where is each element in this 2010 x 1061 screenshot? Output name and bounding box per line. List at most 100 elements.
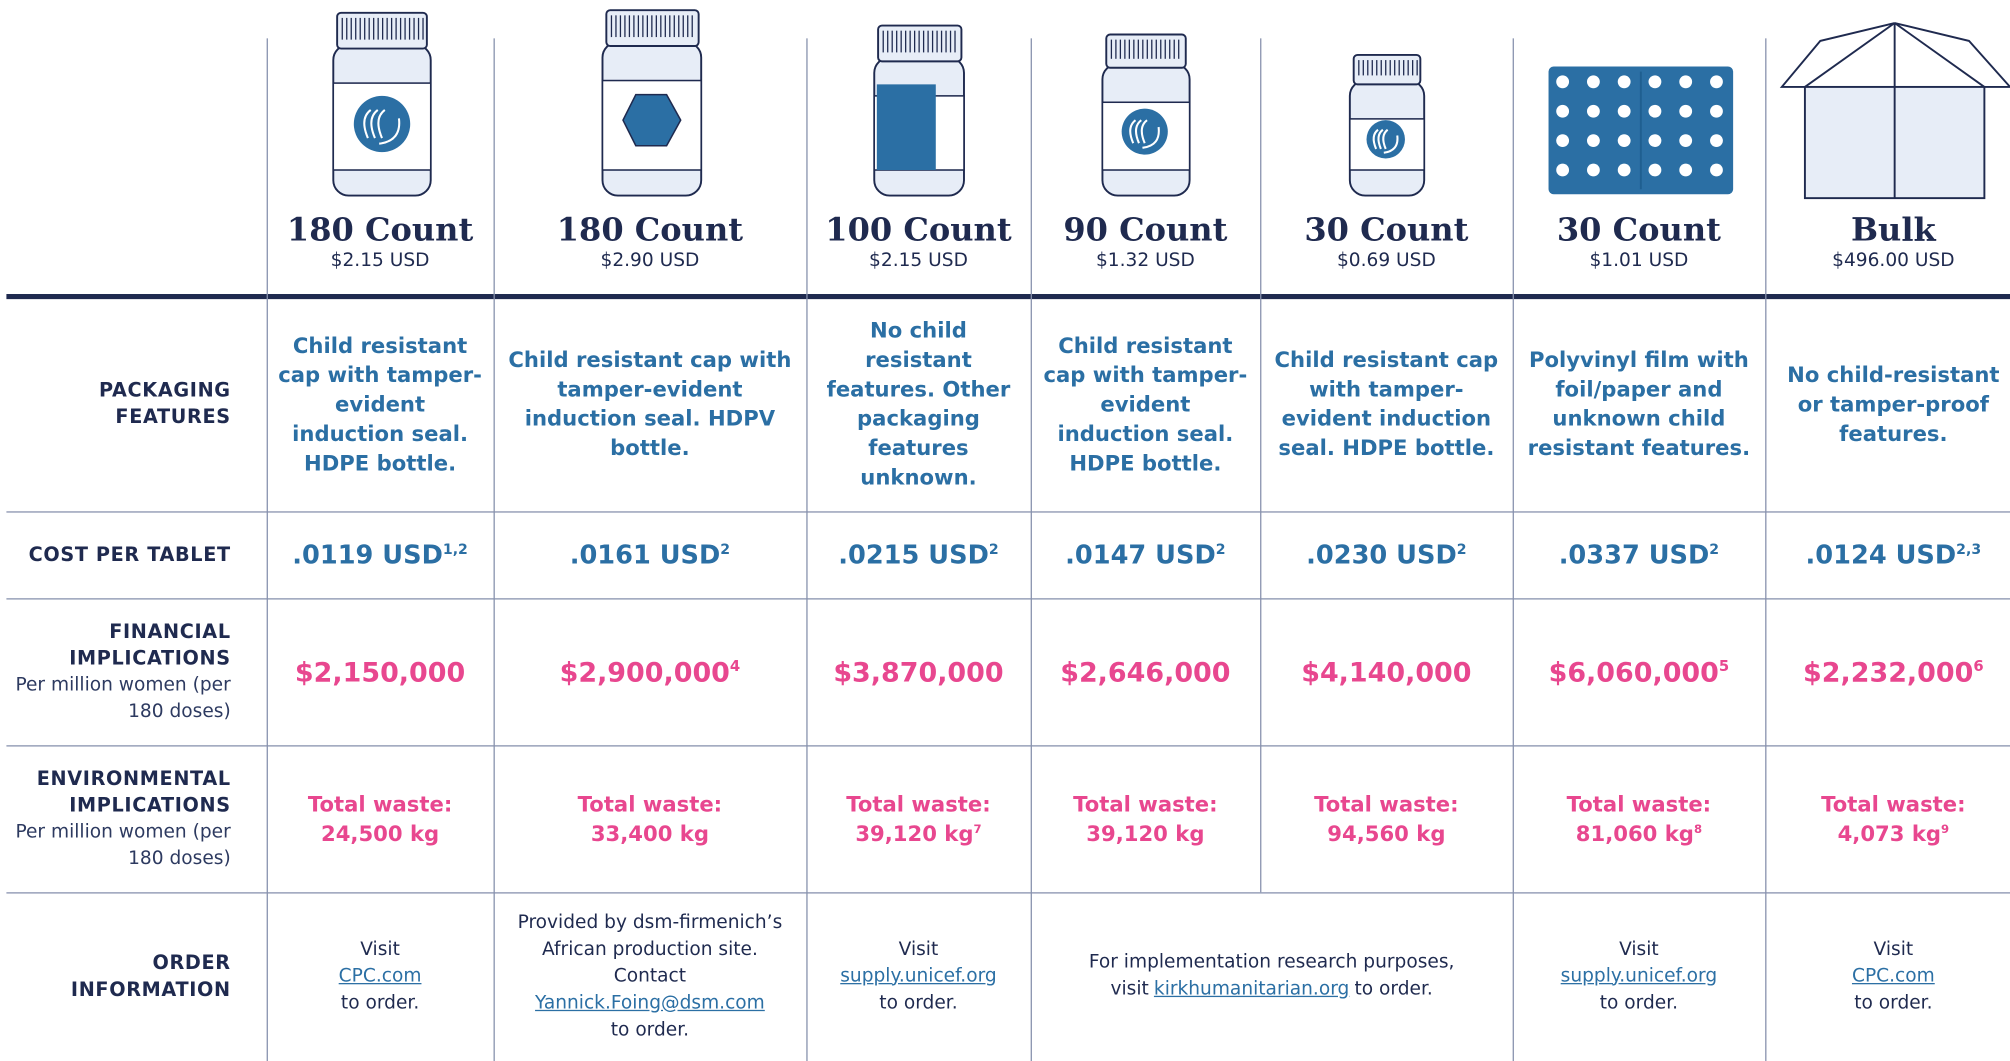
product-title: Bulk: [1765, 211, 2010, 248]
product-title: 180 Count: [267, 211, 494, 248]
footnote: 9: [1941, 823, 1949, 836]
packaging-text: Child resistant cap with tamper-evident …: [1260, 345, 1513, 463]
order-text: Provided by dsm-firmenich’s African prod…: [494, 910, 807, 1044]
value: $2,150,000: [295, 656, 465, 687]
order-before: Visit: [1852, 936, 1935, 963]
cost-cell-value: .0119 USD1,2: [292, 539, 468, 570]
product-price: $1.01 USD: [1513, 251, 1766, 271]
waste-value: 81,060 kg8: [1567, 819, 1711, 848]
packaging-text: Child resistant cap with tamper-evident …: [494, 345, 807, 463]
column-header: 30 Count $0.69 USD: [1260, 211, 1513, 271]
footnote: 2: [989, 541, 999, 558]
icon-part: [1556, 164, 1569, 177]
product-icon: [1102, 35, 1189, 196]
packaging-cell: No child-resistant or tamper-proof featu…: [1765, 297, 2010, 512]
value: $2,232,000: [1803, 656, 1973, 687]
icon-part: [1587, 105, 1600, 118]
footnote: 1,2: [443, 541, 468, 558]
waste-value: 4,073 kg9: [1821, 819, 1965, 848]
order-link[interactable]: CPC.com: [1852, 963, 1935, 990]
financial-cell-value: $2,150,000: [295, 656, 465, 687]
order-after: to order.: [506, 1017, 793, 1044]
order-after: to order.: [840, 990, 996, 1017]
product-price: $0.69 USD: [1260, 251, 1513, 271]
product-title: 30 Count: [1513, 211, 1766, 248]
footnote: 2: [1709, 541, 1719, 558]
row-label-title: COST PER TABLET: [29, 541, 231, 568]
order-link[interactable]: supply.unicef.org: [840, 963, 996, 990]
financial-cell: $2,150,000: [267, 598, 494, 745]
cost-cell: .0147 USD2: [1031, 511, 1260, 598]
product-title: 30 Count: [1260, 211, 1513, 248]
product-icon: [874, 26, 964, 196]
packaging-text: Polyvinyl film with foil/paper and unkno…: [1513, 345, 1766, 463]
order-link[interactable]: kirkhumanitarian.org: [1154, 979, 1349, 999]
waste: Total waste:24,500 kg: [308, 789, 452, 848]
product-icon: [1549, 66, 1734, 194]
packaging-text: Child resistant cap with tamper-evident …: [1031, 330, 1260, 477]
cost-cell: .0230 USD2: [1260, 511, 1513, 598]
icon-part: [1710, 75, 1723, 88]
row-label-subtitle: Per million women (per 180 doses): [0, 819, 231, 873]
order-after: to order.: [1354, 979, 1432, 999]
icon-part: [1618, 75, 1631, 88]
product-title: 100 Count: [806, 211, 1030, 248]
icon-part: [1679, 164, 1692, 177]
icon-part: [1649, 134, 1662, 147]
icon-part: [1556, 105, 1569, 118]
financial-cell-value: $6,060,0005: [1549, 656, 1730, 687]
value: .0124 USD: [1806, 539, 1957, 570]
financial-cell-value: $3,870,000: [833, 656, 1003, 687]
packaging-text: No child-resistant or tamper-proof featu…: [1765, 360, 2010, 448]
waste: Total waste:4,073 kg9: [1821, 789, 1965, 848]
waste-label: Total waste:: [1567, 789, 1711, 818]
row-label-title: ORDER INFORMATION: [0, 950, 231, 1004]
financial-cell-value: $2,232,0006: [1803, 656, 1984, 687]
cost-cell-value: .0161 USD2: [570, 539, 730, 570]
icon-part: [1679, 105, 1692, 118]
value: 33,400 kg: [591, 821, 709, 845]
value: $2,900,000: [560, 656, 730, 687]
cost-cell-value: .0337 USD2: [1559, 539, 1719, 570]
column-header: 180 Count$2.90 USD: [494, 211, 807, 271]
product-icon: [1350, 55, 1424, 196]
order-after: to order.: [339, 990, 422, 1017]
packaging-text: Child resistant cap with tamper-evident …: [267, 330, 494, 477]
cost-cell: .0337 USD2: [1513, 511, 1766, 598]
product-icon: [602, 10, 701, 195]
order-link[interactable]: supply.unicef.org: [1561, 963, 1717, 990]
order-before: Visit: [840, 936, 996, 963]
financial-cell: $6,060,0005: [1513, 598, 1766, 745]
footnote: 2: [1457, 541, 1467, 558]
row-label-title: PACKAGING FEATURES: [0, 377, 231, 431]
packaging-cell: Child resistant cap with tamper-evident …: [1031, 297, 1260, 512]
product-price: $2.15 USD: [806, 251, 1030, 271]
column-header: Bulk$496.00 USD: [1765, 211, 2010, 271]
order-link[interactable]: Yannick.Foing@dsm.com: [506, 990, 793, 1017]
financial-cell: $4,140,000: [1260, 598, 1513, 745]
order-cell: VisitCPC.comto order.: [1765, 892, 2010, 1061]
financial-cell-value: $4,140,000: [1301, 656, 1471, 687]
icon-part: [1710, 105, 1723, 118]
order-after: to order.: [1852, 990, 1935, 1017]
footnote: 2: [1216, 541, 1226, 558]
icon-part: [1587, 164, 1600, 177]
icon-part: [1710, 134, 1723, 147]
label: [877, 84, 936, 170]
waste-label: Total waste:: [578, 789, 722, 818]
row-label-title: ENVIRONMENTAL IMPLICATIONS: [0, 765, 231, 819]
waste-value: 39,120 kg7: [846, 819, 990, 848]
cost-cell: .0119 USD1,2: [267, 511, 494, 598]
icon-part: [1587, 75, 1600, 88]
environmental-cell: Total waste:39,120 kg7: [806, 745, 1030, 892]
product-price: $2.90 USD: [494, 251, 807, 271]
waste: Total waste:94,560 kg: [1314, 789, 1458, 848]
value: 24,500 kg: [321, 821, 439, 845]
value: .0337 USD: [1559, 539, 1710, 570]
waste-label: Total waste:: [1821, 789, 1965, 818]
order-link[interactable]: CPC.com: [339, 963, 422, 990]
product-icon: [1782, 23, 2010, 198]
waste-value: 33,400 kg: [578, 819, 722, 848]
value: 94,560 kg: [1327, 821, 1445, 845]
